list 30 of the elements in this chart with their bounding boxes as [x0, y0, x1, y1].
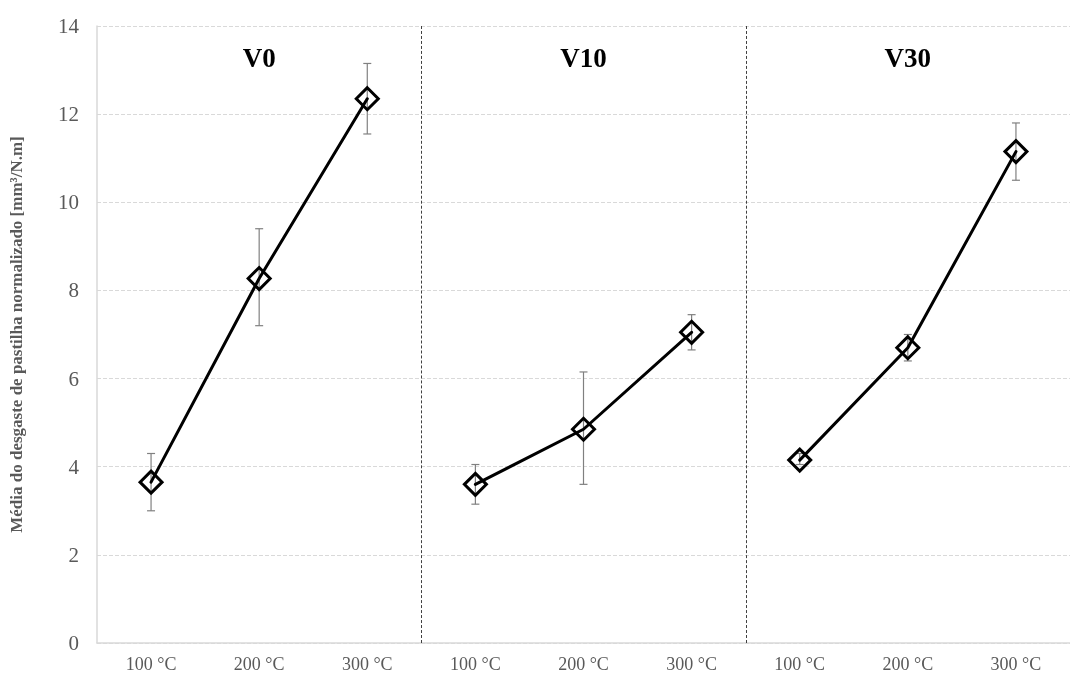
point — [895, 335, 921, 361]
y-tick-label: 12 — [58, 102, 79, 127]
point — [679, 319, 705, 345]
annotation: V0 — [242, 43, 276, 73]
y-tick-label: 2 — [68, 542, 79, 567]
point — [138, 469, 164, 495]
point — [1003, 139, 1029, 165]
y-tick-label: 4 — [68, 454, 80, 479]
annotation: V30 — [884, 43, 932, 73]
y-axis-title: Média do desgaste de pastilha normalizado [mm³/N.m] — [7, 136, 26, 533]
point — [246, 266, 272, 292]
y-tick-label: 8 — [68, 278, 79, 303]
y-tick-label: 14 — [58, 14, 80, 38]
x-tick-label: 200 °C — [558, 654, 609, 674]
annotation: V10 — [560, 43, 607, 73]
y-tick-label: 6 — [68, 366, 79, 391]
point — [462, 471, 488, 497]
x-tick-label: 300 °C — [341, 654, 393, 674]
point — [787, 447, 813, 473]
x-tick-label: 300 °C — [666, 654, 717, 674]
y-tick-label: 0 — [68, 631, 79, 655]
point — [354, 86, 380, 112]
y-tick-label: 10 — [58, 190, 79, 215]
x-tick-label: 200 °C — [882, 654, 934, 674]
x-tick-label: 100 °C — [125, 654, 177, 674]
x-tick-label: 300 °C — [990, 654, 1042, 674]
x-tick-label: 100 °C — [450, 654, 501, 674]
point — [571, 416, 596, 442]
x-tick-label: 200 °C — [233, 654, 285, 674]
x-tick-label: 100 °C — [774, 654, 826, 674]
